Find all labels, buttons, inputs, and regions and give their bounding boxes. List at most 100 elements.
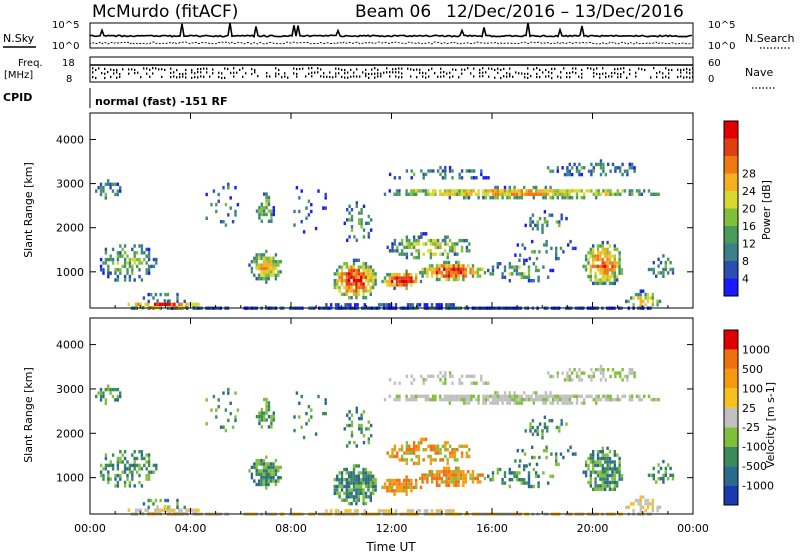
nave-point [335, 72, 337, 75]
power-cell [545, 243, 548, 247]
velocity-cell [274, 458, 278, 463]
power-cell [104, 182, 107, 186]
power-cell [472, 169, 476, 173]
velocity-cell [592, 371, 595, 375]
nave-point [116, 76, 118, 79]
velocity-cell [601, 470, 604, 474]
velocity-cell [546, 425, 549, 430]
power-cell [520, 272, 523, 276]
nave-point [137, 71, 139, 74]
velocity-cell [383, 398, 387, 402]
velocity-cell [656, 509, 659, 513]
velocity-cell [422, 378, 425, 382]
velocity-cell [501, 401, 504, 405]
velocity-cell [515, 401, 519, 405]
power-cell [563, 172, 567, 177]
power-cell [560, 213, 563, 217]
velocity-cell [547, 398, 550, 402]
velocity-cell [388, 485, 391, 490]
power-cell [400, 276, 403, 280]
power-cell [357, 275, 360, 279]
velocity-cell [405, 398, 408, 402]
power-cell [102, 261, 105, 265]
power-cell [350, 289, 353, 293]
power-cell [257, 263, 261, 267]
nave-point [95, 76, 97, 80]
velocity-cell [551, 398, 555, 402]
nave-point [680, 71, 682, 74]
velocity-cell [621, 368, 624, 372]
velocity-cell [138, 467, 141, 471]
velocity-cell [128, 484, 132, 488]
power-cell [346, 218, 349, 222]
nave-point [92, 71, 94, 74]
power-cell [166, 299, 170, 304]
velocity-cell [210, 408, 213, 412]
power-cell [457, 274, 460, 278]
power-cell [427, 169, 430, 173]
power-cell [438, 267, 441, 271]
nave-point [527, 76, 529, 79]
velocity-cell [451, 448, 454, 452]
power-cell [405, 192, 408, 196]
power-cell [270, 212, 273, 217]
nave-point [494, 68, 496, 72]
power-cell [463, 238, 466, 243]
velocity-cell [491, 398, 495, 402]
power-cell [448, 238, 452, 243]
velocity-cell [333, 478, 336, 482]
freq-label: Freq. [18, 58, 43, 69]
velocity-cell [595, 401, 598, 405]
nave-point [350, 68, 352, 71]
power-cell [434, 192, 437, 196]
power-cell [422, 172, 425, 177]
power-x-ticks [89, 113, 694, 308]
power-cell [496, 192, 499, 196]
velocity-cell [229, 401, 232, 405]
nave-point [659, 71, 661, 74]
power-cell [348, 272, 351, 276]
velocity-cell [465, 451, 469, 455]
velocity-cell [99, 398, 103, 402]
power-cell [267, 202, 271, 206]
power-cell [455, 260, 458, 265]
velocity-cell [205, 422, 208, 426]
power-cell [104, 247, 108, 252]
colorbar-swatch [724, 156, 738, 174]
velocity-cell [123, 450, 127, 454]
power-cell [355, 282, 358, 286]
power-cell [277, 260, 280, 264]
velocity-cell [102, 394, 105, 399]
velocity-cell [352, 471, 356, 475]
power-cell [393, 242, 397, 246]
power-cell [484, 196, 487, 200]
power-cell [265, 280, 268, 284]
power-cell [619, 169, 622, 173]
nsky-label: N.Sky [3, 32, 35, 45]
power-cell [597, 189, 600, 193]
nave-point [284, 72, 286, 75]
velocity-cell [592, 453, 595, 457]
velocity-cell [535, 394, 538, 398]
power-cell [336, 272, 339, 276]
power-cell [549, 268, 552, 273]
velocity-cell [378, 509, 381, 513]
colorbar-swatch [724, 173, 738, 191]
power-cell [102, 271, 105, 275]
nave-point [122, 68, 124, 71]
power-cell [119, 186, 122, 190]
power-cell [345, 262, 348, 266]
nave-point [257, 75, 259, 78]
velocity-cell [133, 467, 136, 471]
nave-point [569, 76, 571, 79]
nave-point [599, 73, 601, 76]
velocity-cell [355, 501, 358, 506]
power-cell [450, 264, 453, 268]
velocity-cell [190, 508, 193, 512]
velocity-cell [443, 466, 446, 470]
velocity-cell [468, 374, 471, 378]
power-cell [395, 192, 399, 196]
nave-point [176, 76, 178, 79]
velocity-cell [652, 473, 655, 477]
power-cell [541, 223, 544, 228]
